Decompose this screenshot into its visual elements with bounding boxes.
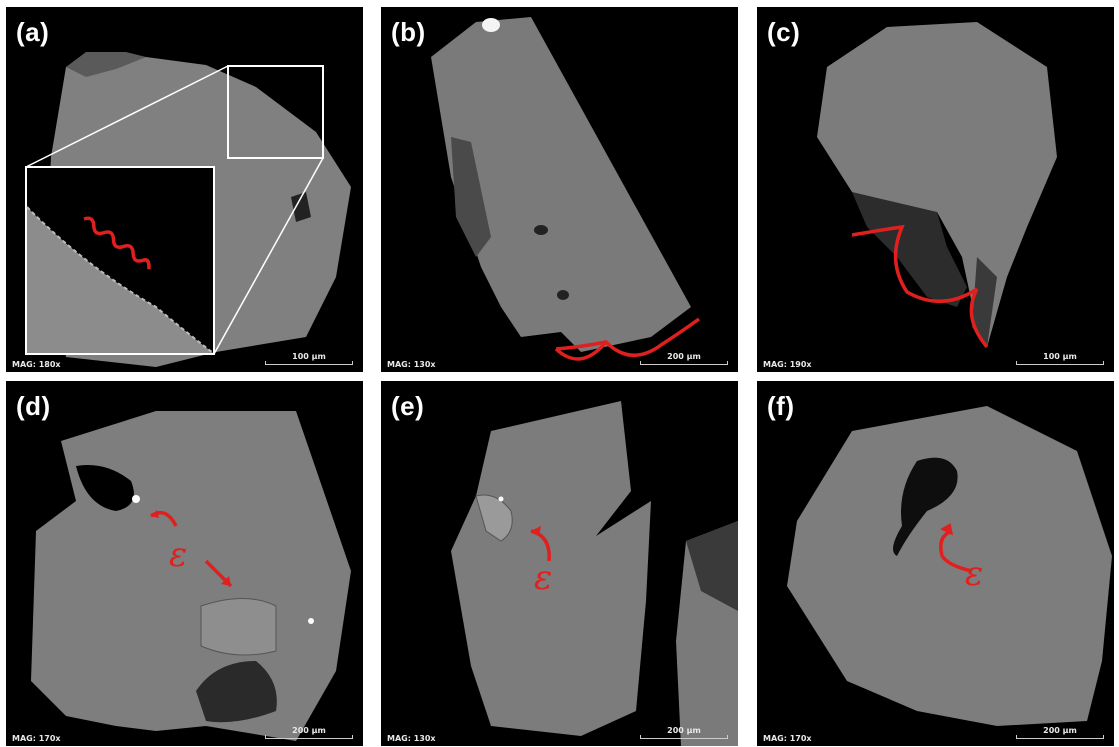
crystal-image-b (431, 17, 701, 361)
strain-annotation: ε (169, 535, 188, 575)
magnification-label: MAG: 130x (387, 360, 436, 369)
micrograph-panel-e: ε (e) MAG: 130x 200 µm (381, 381, 738, 746)
panel-label: (c) (767, 17, 801, 47)
magnification-label: MAG: 130x (387, 734, 436, 743)
scale-bar-label: 100 µm (1043, 352, 1077, 361)
micrograph-panel-c: (c) MAG: 190x 100 µm (757, 7, 1114, 372)
panel-label: (e) (391, 391, 425, 421)
scale-bar-label: 100 µm (292, 352, 326, 361)
scale-bar-label: 200 µm (292, 726, 326, 735)
scale-bar: 200 µm (265, 726, 353, 740)
magnification-label: MAG: 170x (763, 734, 812, 743)
scale-bar-label: 200 µm (667, 352, 701, 361)
crystal-image-e (451, 401, 738, 746)
crystal-image-c (817, 22, 1057, 349)
scale-bar: 100 µm (1016, 352, 1104, 366)
crystal-image-d (31, 411, 351, 741)
strain-annotation: ε (965, 554, 984, 594)
micrograph-panel-f: ε (f) MAG: 170x 200 µm (757, 381, 1114, 746)
scale-bar: 200 µm (640, 726, 728, 740)
scale-bar: 100 µm (265, 352, 353, 366)
magnification-label: MAG: 190x (763, 360, 812, 369)
micrograph-panel-a: (a) MAG: 180x 100 µm (6, 7, 363, 372)
panel-label: (f) (767, 391, 795, 421)
panel-label: (d) (16, 391, 51, 421)
scale-bar-label: 200 µm (1043, 726, 1077, 735)
scale-bar: 200 µm (1016, 726, 1104, 740)
crystal-image-f (787, 406, 1112, 726)
panel-label: (b) (391, 17, 426, 47)
scale-bar-label: 200 µm (667, 726, 701, 735)
scale-bar: 200 µm (640, 352, 728, 366)
magnification-label: MAG: 170x (12, 734, 61, 743)
micrograph-panel-d: ε (d) MAG: 170x 200 µm (6, 381, 363, 746)
magnification-label: MAG: 180x (12, 360, 61, 369)
panel-label: (a) (16, 17, 50, 47)
crystal-image-a (25, 52, 351, 367)
micrograph-panel-b: (b) MAG: 130x 200 µm (381, 7, 738, 372)
strain-annotation: ε (534, 558, 553, 598)
